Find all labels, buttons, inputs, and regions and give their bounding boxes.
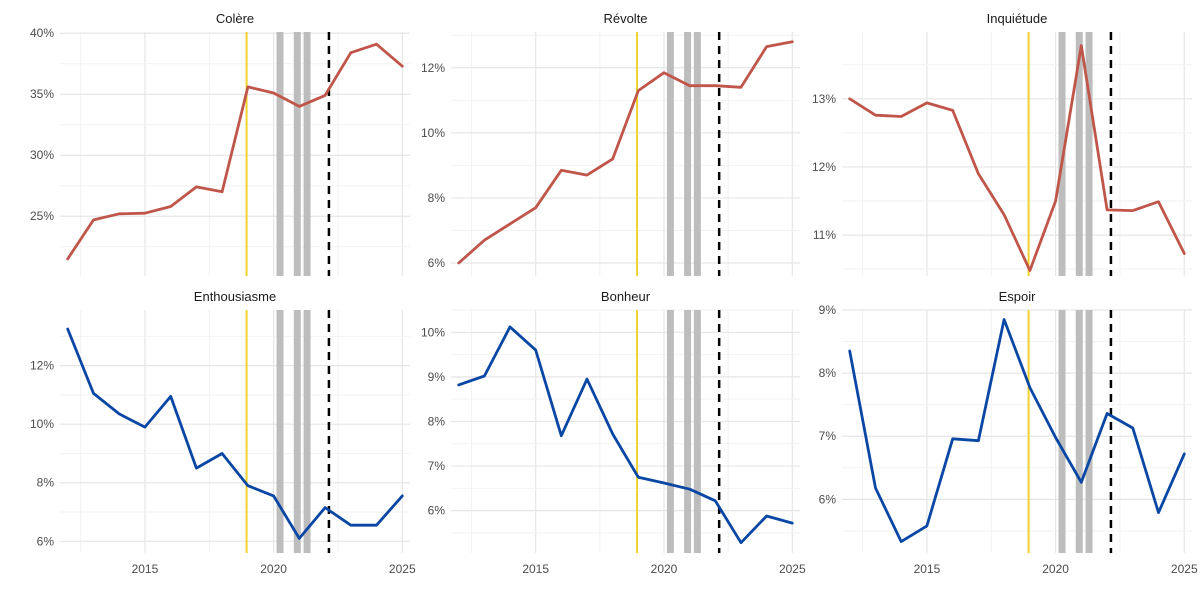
x-tick-label: 2025 — [779, 562, 806, 576]
panel-title: Inquiétude — [987, 11, 1048, 26]
panel-title: Bonheur — [601, 289, 651, 304]
x-tick-label: 2020 — [260, 562, 287, 576]
y-tick-label: 12% — [421, 61, 445, 75]
y-tick-label: 12% — [30, 359, 54, 373]
x-tick-label: 2015 — [132, 562, 159, 576]
y-tick-label: 9% — [428, 370, 446, 384]
y-tick-label: 6% — [37, 534, 55, 548]
series-line — [457, 325, 794, 545]
series-line — [848, 318, 1186, 543]
y-tick-label: 7% — [819, 429, 837, 443]
y-tick-label: 8% — [428, 191, 446, 205]
panel-5: Bonheur 6% 7% 8% 9% 10% 2015 2020 2025 — [421, 289, 806, 576]
y-tick-label: 11% — [813, 228, 836, 242]
series-line — [66, 327, 404, 540]
y-tick-label: 9% — [819, 303, 837, 317]
panel-title: Révolte — [603, 11, 647, 26]
y-tick-label: 7% — [428, 459, 446, 473]
y-tick-label: 10% — [30, 417, 54, 431]
y-tick-label: 10% — [421, 325, 445, 339]
y-tick-label: 6% — [428, 504, 446, 518]
y-tick-label: 35% — [30, 87, 54, 101]
x-tick-label: 2025 — [1171, 562, 1198, 576]
y-tick-label: 8% — [37, 476, 55, 490]
y-tick-label: 6% — [819, 492, 837, 506]
y-tick-label: 40% — [30, 26, 54, 40]
y-tick-label: 8% — [428, 414, 446, 428]
panel-4: Enthousiasme 6% 8% 10% 12% 2015 2020 2025 — [30, 289, 416, 576]
y-tick-label: 25% — [30, 209, 54, 223]
x-tick-label: 2020 — [1042, 562, 1069, 576]
x-tick-label: 2015 — [914, 562, 941, 576]
x-tick-label: 2015 — [522, 562, 549, 576]
panel-title: Enthousiasme — [194, 289, 276, 304]
y-tick-label: 12% — [812, 160, 836, 174]
x-tick-label: 2025 — [389, 562, 416, 576]
y-tick-label: 13% — [812, 92, 836, 106]
y-tick-label: 6% — [428, 256, 446, 270]
series-line — [66, 42, 404, 261]
series-line — [457, 40, 794, 265]
panel-3: Inquiétude 11% 12% 13% — [812, 11, 1192, 276]
y-tick-label: 30% — [30, 148, 54, 162]
x-tick-label: 2020 — [651, 562, 678, 576]
panel-title: Colère — [216, 11, 254, 26]
panel-6: Espoir 6% 7% 8% 9% 2015 2020 2025 — [819, 289, 1198, 576]
panel-title: Espoir — [999, 289, 1037, 304]
y-tick-label: 8% — [819, 366, 837, 380]
series-line — [848, 44, 1186, 272]
y-tick-label: 10% — [421, 126, 445, 140]
panel-1: Colère 25% 30% 35% 40% — [30, 11, 410, 276]
panel-2: Révolte 6% 8% 10% 12% — [421, 11, 800, 276]
